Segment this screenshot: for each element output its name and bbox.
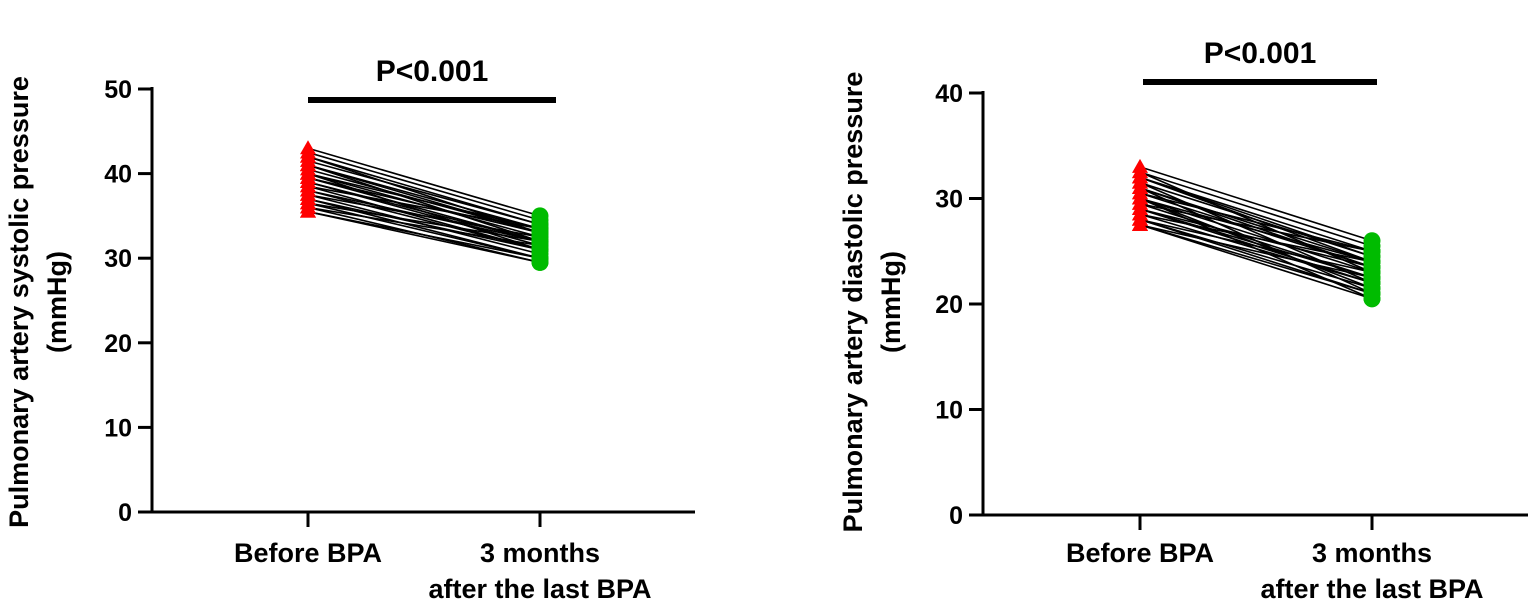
paired-line: [307, 198, 541, 251]
paired-line: [307, 160, 541, 226]
paired-line: [1139, 197, 1373, 274]
x-category-before: Before BPA: [234, 538, 382, 568]
paired-line: [1139, 213, 1373, 263]
x-category-after-line2: after the last BPA: [428, 574, 651, 604]
y-tick-label: 20: [935, 291, 963, 319]
y-tick-label: 20: [104, 330, 132, 358]
paired-line: [307, 172, 541, 251]
paired-line: [307, 193, 541, 238]
paired-line: [1139, 202, 1373, 253]
before-marker: [300, 178, 316, 193]
x-category-after-line1: 3 months: [1312, 538, 1432, 568]
before-marker: [300, 165, 316, 180]
y-axis-title-line1: Pulmonary artery systolic pressure: [4, 76, 34, 528]
paired-line: [307, 210, 541, 264]
paired-line: [1139, 171, 1373, 247]
y-tick-label: 0: [949, 502, 963, 530]
after-markers: [1363, 232, 1381, 308]
y-ticks: 0 10 20 30 40: [935, 80, 983, 530]
paired-line: [1139, 166, 1373, 242]
y-tick-label: 50: [104, 76, 132, 104]
paired-line: [307, 202, 541, 259]
before-marker: [1132, 169, 1148, 184]
y-tick-label: 10: [935, 397, 963, 425]
paired-line: [307, 155, 541, 234]
before-markers: [300, 140, 316, 218]
y-tick-label: 40: [104, 161, 132, 189]
x-category-before: Before BPA: [1066, 538, 1214, 568]
paired-line: [1139, 197, 1373, 289]
x-category-after-line2: after the last BPA: [1260, 574, 1483, 604]
y-tick-label: 30: [104, 245, 132, 273]
x-category-after-line1: 3 months: [480, 538, 600, 568]
before-marker: [300, 195, 316, 210]
after-marker: [1363, 253, 1381, 271]
before-markers: [1132, 158, 1148, 231]
y-tick-label: 0: [118, 499, 132, 527]
y-axis-title-line2: (mmHg): [42, 251, 72, 353]
y-ticks: 0 10 20 30 40 50: [104, 76, 152, 527]
y-axis-title-line2: (mmHg): [876, 251, 906, 353]
paired-line: [1139, 224, 1373, 300]
before-marker: [300, 186, 316, 201]
paired-line: [307, 206, 541, 247]
paired-line: [307, 202, 541, 243]
paired-line: [1139, 224, 1373, 279]
before-marker: [300, 148, 316, 163]
before-marker: [300, 203, 316, 218]
after-markers: [531, 207, 549, 271]
paired-line: [1139, 181, 1373, 284]
before-marker: [1132, 190, 1148, 205]
after-marker: [531, 224, 549, 242]
significance-label: P<0.001: [376, 55, 489, 88]
paired-line: [1139, 176, 1373, 263]
paired-line: [1139, 187, 1373, 263]
paired-line: [307, 151, 541, 221]
paired-line: [307, 164, 541, 243]
before-marker: [1132, 179, 1148, 194]
paired-line: [1139, 171, 1373, 274]
paired-line: [307, 147, 541, 217]
paired-line: [307, 185, 541, 230]
before-marker: [1132, 211, 1148, 226]
y-tick-label: 40: [935, 80, 963, 108]
paired-lines: [1139, 166, 1373, 300]
paired-line: [1139, 197, 1373, 263]
after-marker: [1363, 290, 1381, 308]
paired-line: [1139, 218, 1373, 295]
after-marker: [531, 253, 549, 271]
chart-diastolic: Pulmonary artery diastolic pressure (mmH…: [838, 37, 1528, 604]
paired-line: [1139, 218, 1373, 289]
chart-systolic: Pulmonary artery systolic pressure (mmHg…: [4, 55, 695, 604]
paired-line: [1139, 187, 1373, 295]
paired-line: [1139, 218, 1373, 274]
y-axis-title-line1: Pulmonary artery diastolic pressure: [838, 72, 868, 533]
paired-lines: [307, 147, 541, 264]
significance-label: P<0.001: [1204, 37, 1317, 70]
y-tick-label: 10: [104, 414, 132, 442]
y-tick-label: 30: [935, 186, 963, 214]
before-marker: [300, 157, 316, 172]
paired-line: [1139, 197, 1373, 300]
paired-line: [1139, 176, 1373, 253]
